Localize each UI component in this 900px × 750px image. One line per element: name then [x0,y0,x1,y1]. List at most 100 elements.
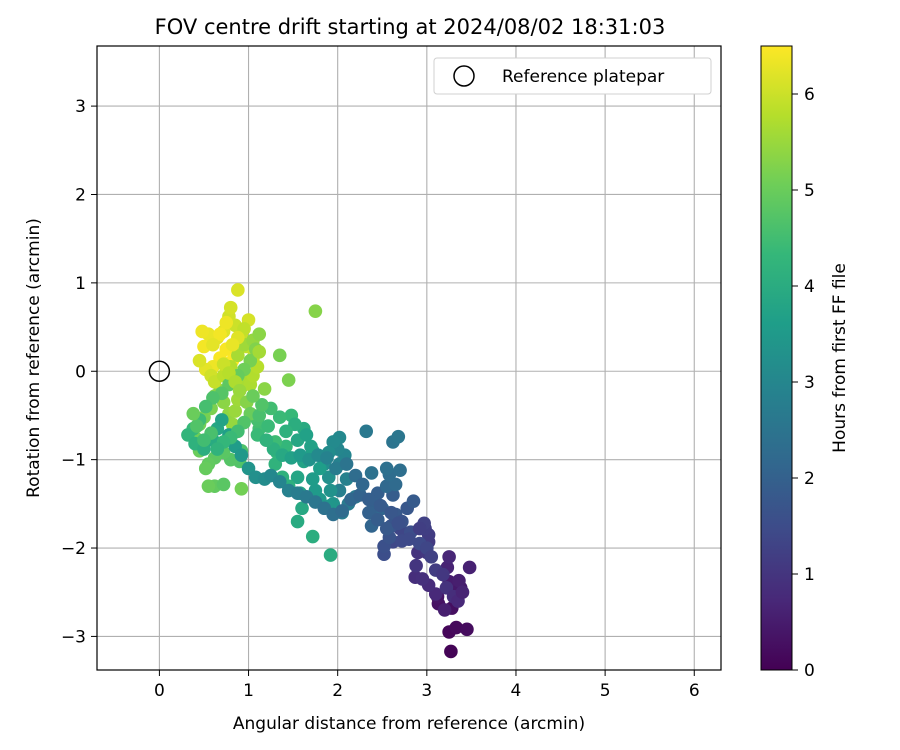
data-point [195,324,209,339]
y-tick-label: 3 [75,97,86,117]
data-point [279,424,293,439]
colorbar-tick-label: 2 [804,469,815,489]
y-axis-label: Rotation from reference (arcmin) [24,218,44,498]
colorbar-tick-label: 1 [804,565,815,585]
colorbar-tick-label: 6 [804,85,815,105]
colorbar-tick-label: 3 [804,373,815,393]
data-point [225,337,240,352]
y-tick-label: 1 [75,274,86,294]
data-point [393,463,407,478]
data-point [259,433,274,447]
data-point [232,383,247,398]
y-tick-label: 2 [75,185,86,205]
data-point [320,451,334,465]
data-point [272,410,287,425]
x-tick-label: 2 [332,681,343,701]
data-point [290,514,305,529]
data-point [231,348,245,363]
x-tick-label: 1 [243,681,254,701]
colorbar-label: Hours from first FF file [830,263,850,453]
data-point [460,622,474,637]
data-point [335,504,349,518]
data-point [295,501,309,516]
legend-marker-icon [453,65,475,87]
data-point [206,337,220,352]
data-point [197,433,211,447]
data-point [323,548,338,562]
y-tick-label: −2 [61,539,86,559]
colorbar-tick-label: 0 [804,661,815,681]
data-point [415,572,430,586]
x-axis-label: Angular distance from reference (arcmin) [233,714,585,734]
data-point [313,461,327,476]
data-point [228,404,242,418]
data-point [201,479,216,493]
data-point [234,482,249,496]
data-point [444,644,458,659]
legend-label: Reference platepar [502,67,664,87]
data-point [339,457,354,471]
data-point [246,389,260,403]
data-point [391,429,406,444]
colorbar: 0 1 2 3 4 5 6 Hours from first FF file [760,45,850,681]
x-tick-label: 4 [511,681,522,701]
data-point [371,512,385,527]
data-point [442,550,456,564]
plot-frame [96,45,722,671]
data-point [252,408,267,423]
data-point [355,477,370,492]
data-point [299,428,314,442]
data-point [326,435,341,449]
data-point [215,413,229,427]
data-point [364,466,379,480]
y-axis-ticks: −3 −2 −1 0 1 2 3 [61,97,97,647]
data-point [449,620,464,635]
data-point [437,603,452,617]
data-point [391,516,406,531]
data-point [462,560,477,575]
data-point [231,283,245,297]
data-point [252,327,267,341]
x-tick-label: 3 [421,681,432,701]
data-point [261,419,275,433]
colorbar-tick-label: 5 [804,181,815,201]
x-tick-label: 0 [154,681,165,701]
colorbar-ticks: 0 1 2 3 4 5 6 [792,85,815,681]
y-tick-label: 0 [75,362,86,382]
data-point [329,461,343,476]
chart-title: FOV centre drift starting at 2024/08/02 … [155,15,666,39]
data-point [305,472,320,486]
data-point [198,399,213,414]
data-point [281,373,296,387]
data-point [362,492,376,507]
data-point [219,315,234,330]
data-point [384,505,398,520]
data-point [388,477,403,492]
data-point [379,461,394,476]
data-point [406,494,421,508]
data-point [379,521,394,536]
data-point [210,442,225,456]
colorbar-tick-label: 4 [804,277,815,297]
data-point [272,348,287,363]
data-point [198,461,213,476]
data-point [305,529,320,544]
legend-box [433,57,712,95]
x-axis-ticks: 0 1 2 3 4 5 6 [154,670,700,701]
y-tick-label: −3 [61,627,86,647]
x-tick-label: 5 [600,681,611,701]
y-tick-label: −1 [61,451,86,471]
data-point [192,353,207,368]
data-point [255,398,269,412]
data-point [424,550,439,564]
x-tick-label: 6 [689,681,700,701]
colorbar-gradient [760,45,793,671]
data-point [436,567,450,582]
data-point [272,474,287,489]
reference-platepar-marker [148,360,171,383]
data-point [323,483,338,498]
data-point [402,532,416,546]
data-point [308,304,323,318]
data-point [359,424,374,439]
